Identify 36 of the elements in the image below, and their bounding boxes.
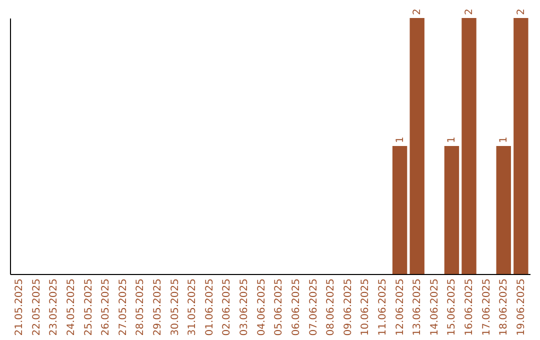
- x-tick-label: 28.05.2025: [135, 278, 146, 336]
- x-tick-label: 19.06.2025: [516, 278, 527, 336]
- data-label: 2: [412, 8, 424, 15]
- x-tick-label: 13.06.2025: [412, 278, 424, 336]
- x-tick-label: 02.06.2025: [222, 278, 233, 336]
- x-tick-label: 06.06.2025: [290, 278, 302, 336]
- x-tick-label: 25.05.2025: [83, 278, 94, 336]
- x-tick-label: 04.06.2025: [256, 278, 268, 336]
- x-tick-label: 09.06.2025: [342, 278, 354, 336]
- x-tick-label: 11.06.2025: [377, 278, 388, 336]
- x-tick-label: 17.06.2025: [481, 278, 492, 336]
- data-label: 1: [446, 136, 458, 143]
- x-tick-label: 22.05.2025: [31, 278, 42, 336]
- x-tick-label: 03.06.2025: [239, 278, 250, 336]
- x-tick-label: 18.06.2025: [498, 278, 510, 336]
- x-tick-label: 10.06.2025: [360, 278, 372, 336]
- x-tick-label: 31.05.2025: [187, 278, 198, 336]
- x-tick-label: 24.05.2025: [66, 278, 77, 336]
- data-label: 1: [394, 136, 406, 143]
- x-tick-label: 16.06.2025: [464, 278, 475, 336]
- x-tick-label: 01.06.2025: [204, 278, 216, 336]
- x-tick-label: 15.06.2025: [446, 278, 458, 336]
- x-tick-label: 08.06.2025: [326, 278, 337, 336]
- data-label: 1: [498, 136, 510, 143]
- x-tick-label: 30.05.2025: [170, 278, 181, 336]
- x-tick-label: 23.05.2025: [48, 278, 60, 336]
- x-tick-label: 12.06.2025: [394, 278, 406, 336]
- data-label: 2: [464, 8, 475, 15]
- x-tick-label: 26.05.2025: [100, 278, 112, 336]
- x-tick-label: 21.05.2025: [14, 278, 26, 336]
- x-tick-label: 14.06.2025: [429, 278, 440, 336]
- data-label: 2: [516, 8, 527, 15]
- x-tick-label: 05.06.2025: [274, 278, 285, 336]
- x-tick-label: 29.05.2025: [152, 278, 164, 336]
- x-tick-label: 27.05.2025: [118, 278, 129, 336]
- x-tick-label: 07.06.2025: [308, 278, 320, 336]
